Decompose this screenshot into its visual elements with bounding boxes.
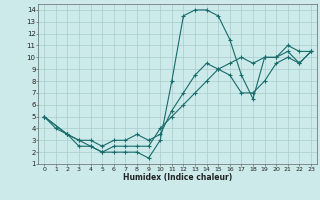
X-axis label: Humidex (Indice chaleur): Humidex (Indice chaleur) [123, 173, 232, 182]
